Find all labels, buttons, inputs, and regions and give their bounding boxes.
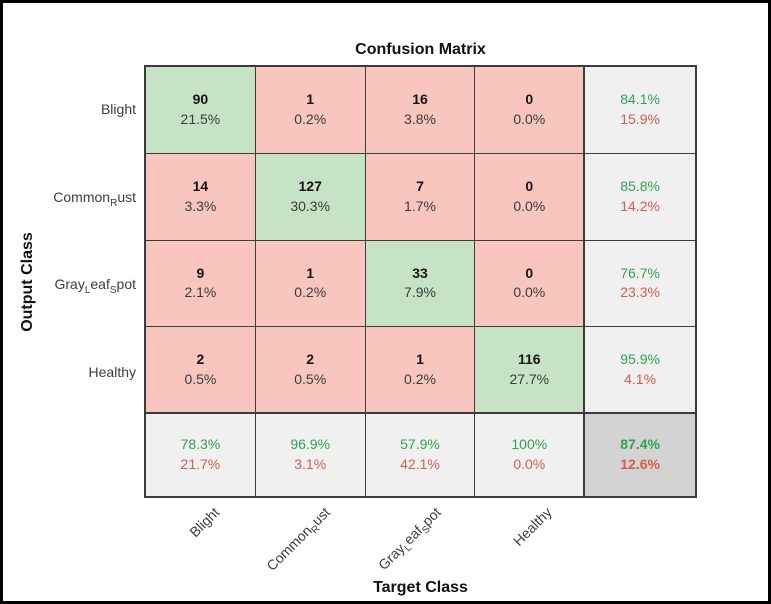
matrix-cell-r0c0: 90 21.5% <box>146 67 256 154</box>
row-summary-gray-leaf-spot: 76.7% 23.3% <box>585 240 695 328</box>
cell-count: 0 <box>525 91 534 108</box>
cell-percent: 0.2% <box>294 110 327 127</box>
summary-green-percent: 85.8% <box>620 178 660 195</box>
row-summary-common-rust: 85.8% 14.2% <box>585 153 695 241</box>
col-label-common-rust: CommonRust <box>239 504 334 574</box>
x-axis-label: Target Class <box>373 579 468 596</box>
row-label-text: Blight <box>100 101 136 117</box>
row-summary-healthy: 95.9% 4.1% <box>585 327 695 414</box>
cell-count: 90 <box>192 91 209 108</box>
matrix-cell-r1c3: 0 0.0% <box>475 153 586 241</box>
cell-percent: 7.9% <box>404 284 436 301</box>
matrix-cell-r0c3: 0 0.0% <box>475 67 586 154</box>
summary-green-percent: 96.9% <box>290 436 331 453</box>
cell-percent: 3.3% <box>184 197 217 214</box>
matrix-cell-r2c2: 33 7.9% <box>365 240 476 328</box>
cell-count: 1 <box>416 351 424 368</box>
row-label-text: CommonRust <box>53 188 136 209</box>
summary-green-percent: 84.1% <box>620 91 660 108</box>
col-summary-blight: 78.3% 21.7% <box>146 414 256 496</box>
overall-error-percent: 12.6% <box>620 456 660 472</box>
col-label-healthy: Healthy <box>496 504 554 549</box>
cell-count: 2 <box>306 351 315 368</box>
summary-green-percent: 57.9% <box>400 436 440 453</box>
cell-count: 2 <box>196 351 205 368</box>
summary-green-percent: 95.9% <box>620 351 660 368</box>
matrix-cell-r3c0: 2 0.5% <box>146 327 256 414</box>
row-label-common-rust: CommonRust <box>3 153 136 240</box>
cell-percent: 2.1% <box>184 284 217 301</box>
summary-green-percent: 100% <box>511 436 548 453</box>
col-label-text: Blight <box>186 504 223 541</box>
cell-count: 1 <box>306 91 315 108</box>
cell-count: 9 <box>196 264 205 281</box>
summary-red-percent: 4.1% <box>624 370 657 387</box>
overall-accuracy-cell: 87.4% 12.6% <box>585 414 695 496</box>
cell-count: 1 <box>306 264 315 281</box>
cell-percent: 0.2% <box>404 370 436 387</box>
matrix-cell-r0c1: 1 0.2% <box>255 67 366 154</box>
row-summary-blight: 84.1% 15.9% <box>585 67 695 154</box>
matrix-cell-r0c2: 16 3.8% <box>365 67 476 154</box>
cell-count: 127 <box>298 178 322 195</box>
cell-count: 116 <box>517 351 541 368</box>
cell-percent: 0.5% <box>184 370 217 387</box>
matrix-cell-r1c0: 14 3.3% <box>146 153 256 241</box>
row-label-gray-leaf-spot: GrayLeafSpot <box>3 240 136 328</box>
cell-percent: 0.0% <box>513 110 546 127</box>
summary-green-percent: 76.7% <box>620 264 660 281</box>
col-label-text: Healthy <box>509 504 555 549</box>
summary-red-percent: 21.7% <box>180 456 221 472</box>
matrix-cell-r2c0: 9 2.1% <box>146 240 256 328</box>
cell-count: 0 <box>525 178 534 195</box>
overall-accuracy-percent: 87.4% <box>620 436 660 453</box>
col-summary-healthy: 100% 0.0% <box>475 414 586 496</box>
row-label-blight: Blight <box>3 65 136 153</box>
cell-count: 33 <box>412 264 428 281</box>
cell-percent: 0.0% <box>513 284 546 301</box>
cell-percent: 0.2% <box>294 284 327 301</box>
cell-count: 0 <box>525 264 534 281</box>
cell-percent: 1.7% <box>404 197 436 214</box>
chart-title: Confusion Matrix <box>355 41 486 58</box>
col-label-text: CommonRust <box>263 504 334 574</box>
matrix-cell-r2c1: 1 0.2% <box>255 240 366 328</box>
col-summary-gray-leaf-spot: 57.9% 42.1% <box>365 414 476 496</box>
row-label-healthy: Healthy <box>3 328 136 415</box>
cell-percent: 3.8% <box>404 110 436 127</box>
matrix-cell-r3c1: 2 0.5% <box>255 327 366 414</box>
row-label-text: GrayLeafSpot <box>54 276 136 296</box>
cell-count: 7 <box>416 178 424 195</box>
cell-count: 16 <box>412 91 428 108</box>
summary-red-percent: 15.9% <box>620 110 660 127</box>
row-label-text: Healthy <box>88 363 136 380</box>
summary-red-percent: 42.1% <box>400 456 440 472</box>
col-label-text: GrayLeafSpot <box>375 504 445 573</box>
summary-green-percent: 78.3% <box>180 436 221 453</box>
matrix-cell-r3c2: 1 0.2% <box>365 327 476 414</box>
cell-percent: 21.5% <box>180 110 221 127</box>
matrix-cell-r2c3: 0 0.0% <box>475 240 586 328</box>
matrix-cell-r1c1: 127 30.3% <box>255 153 366 241</box>
col-label-blight: Blight <box>176 504 222 540</box>
cell-percent: 27.7% <box>509 370 550 387</box>
summary-red-percent: 3.1% <box>294 456 327 472</box>
cell-percent: 0.5% <box>294 370 327 387</box>
cell-percent: 30.3% <box>290 197 331 214</box>
summary-red-percent: 0.0% <box>513 456 546 472</box>
matrix-grid: 90 21.5% 1 0.2% 16 3.8% 0 0.0% 84.1% 15.… <box>144 65 697 498</box>
matrix-cell-r3c3: 116 27.7% <box>475 327 586 414</box>
col-label-gray-leaf-spot: GrayLeafSpot <box>351 504 444 573</box>
summary-red-percent: 14.2% <box>620 197 660 214</box>
cell-count: 14 <box>192 178 209 195</box>
summary-red-percent: 23.3% <box>620 284 660 301</box>
matrix-cell-r1c2: 7 1.7% <box>365 153 476 241</box>
col-summary-common-rust: 96.9% 3.1% <box>255 414 366 496</box>
cell-percent: 0.0% <box>513 197 546 214</box>
